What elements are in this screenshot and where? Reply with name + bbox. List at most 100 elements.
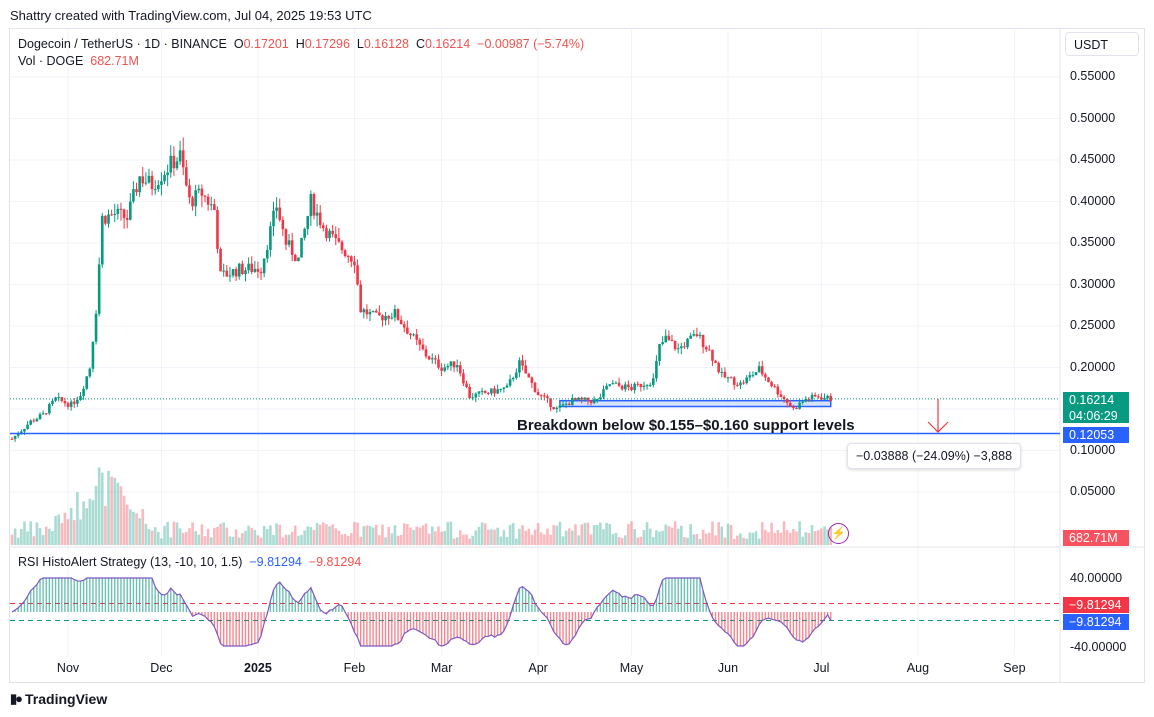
candle-body (611, 383, 615, 385)
candle-body (185, 167, 188, 186)
volume-bar (138, 518, 141, 545)
volume-bar (132, 511, 135, 545)
rsi-indicator-name[interactable]: RSI HistoAlert Strategy (13, -10, 10, 1.… (18, 555, 243, 569)
volume-bar (69, 507, 73, 545)
candle-body (574, 398, 577, 401)
candle-body (754, 372, 758, 376)
candle-body (41, 413, 45, 415)
candle-body (736, 384, 739, 386)
down-arrow-head (927, 421, 949, 433)
volume-bar (571, 530, 574, 545)
candle-body (521, 360, 524, 366)
candle-body (128, 201, 132, 220)
volume-bar (658, 531, 661, 545)
candle-body (150, 175, 154, 190)
candle-body (773, 386, 777, 388)
breakdown-annotation[interactable]: Breakdown below $0.155–$0.160 support le… (517, 417, 855, 434)
volume-bar (465, 534, 468, 545)
candle-body (356, 265, 359, 285)
candle-body (745, 377, 748, 384)
candle-body (384, 315, 387, 321)
volume-bar (732, 538, 736, 545)
candle-body (676, 348, 680, 350)
volume-label[interactable]: Vol · DOGE (18, 54, 84, 68)
volume-bar (564, 530, 568, 545)
volume-bar (41, 534, 45, 545)
volume-bar (144, 523, 148, 545)
candle-body (779, 394, 783, 397)
candle-body (714, 360, 717, 363)
time-tick-label: Feb (343, 661, 366, 675)
volume-bar (181, 532, 185, 545)
candle-body (748, 375, 752, 378)
candle-body (297, 257, 300, 262)
volume-bar (290, 531, 294, 545)
candle-body (234, 269, 238, 277)
volume-bar (608, 524, 612, 545)
candle-body (543, 395, 546, 397)
volume-bar (742, 537, 745, 545)
candle-body (371, 310, 375, 312)
time-tick-label: 2025 (244, 661, 272, 675)
candle-body (651, 378, 655, 385)
candle-body (452, 361, 456, 368)
volume-bar (153, 527, 157, 545)
volume-bar (396, 535, 400, 545)
volume-bar (88, 498, 92, 545)
volume-bar (496, 527, 499, 545)
volume-bar (412, 529, 415, 545)
volume-bar (371, 527, 375, 545)
volume-bar (760, 522, 764, 545)
candle-body (658, 344, 661, 362)
currency-button[interactable]: USDT (1065, 32, 1139, 56)
candle-body (536, 392, 540, 396)
volume-bar (157, 531, 160, 545)
volume-bar (704, 533, 708, 545)
volume-bar (452, 538, 456, 545)
candle-body (306, 216, 310, 229)
volume-bar (284, 534, 288, 545)
volume-bar (468, 538, 471, 545)
volume-bar (194, 531, 197, 545)
candle-body (172, 155, 176, 169)
lightning-icon[interactable]: ⚡ (828, 523, 849, 544)
candle-body (315, 212, 319, 216)
volume-bar (717, 522, 720, 545)
candle-body (409, 333, 412, 336)
candle-body (443, 367, 447, 371)
volume-bar (60, 523, 64, 545)
candle-body (122, 209, 126, 219)
candle-body (471, 397, 475, 399)
volume-bar (48, 528, 51, 545)
candle-body (322, 225, 325, 229)
tradingview-logo[interactable]: ▮● TradingView (10, 691, 107, 707)
candle-body (810, 394, 814, 400)
volume-bar (409, 527, 412, 545)
candle-body (788, 402, 792, 407)
volume-bar (692, 534, 696, 545)
candle-body (119, 208, 123, 210)
volume-bar (782, 521, 786, 545)
candle-body (340, 241, 344, 251)
volume-bar (546, 528, 549, 545)
candle-body (57, 397, 60, 399)
volume-bar (623, 535, 627, 545)
candle-body (577, 397, 580, 401)
candle-body (708, 349, 711, 351)
volume-bar (807, 533, 811, 545)
candle-body (157, 185, 160, 190)
candle-body (116, 208, 120, 214)
volume-bar (823, 526, 826, 545)
volume-bar (91, 500, 95, 545)
symbol-title[interactable]: Dogecoin / TetherUS · 1D · BINANCE (18, 37, 227, 51)
volume-bar (128, 509, 132, 545)
candle-body (318, 212, 322, 226)
candle-body (546, 396, 549, 399)
volume-bar (415, 526, 419, 545)
price-tick-label: 0.45000 (1070, 152, 1116, 166)
volume-bar (521, 525, 524, 545)
volume-bar (325, 524, 328, 545)
rsi-value-red: −9.81294 (308, 555, 362, 569)
candle-body (72, 401, 76, 404)
